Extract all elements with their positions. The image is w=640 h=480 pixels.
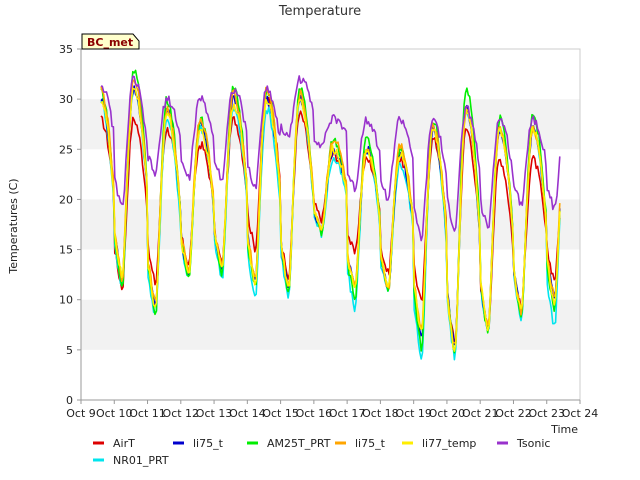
x-tick-label: Oct 16 [296, 407, 333, 420]
grid-band [81, 249, 580, 300]
x-tick-label: Oct 21 [462, 407, 499, 420]
x-tick-label: Oct 19 [395, 407, 432, 420]
y-tick-label: 10 [59, 294, 73, 307]
x-tick-label: Oct 9 [66, 407, 96, 420]
grid-band [81, 299, 580, 350]
grid-band [81, 349, 580, 400]
x-tick-label: Oct 13 [196, 407, 233, 420]
chart-title: Temperature [278, 4, 361, 19]
x-tick-label: Oct 20 [429, 407, 466, 420]
series-line-tsonic [100, 75, 561, 242]
x-tick-label: Oct 12 [163, 407, 200, 420]
station-badge: BC_met [81, 33, 140, 50]
legend: AirT NR01_PRT li75_t AM25T_PRT li75_t li77_te… [93, 437, 550, 467]
y-tick-label: 0 [66, 394, 73, 407]
y-tick-label: 35 [59, 43, 73, 56]
y-tick-label: 25 [59, 143, 73, 156]
x-tick-label: Oct 10 [96, 407, 133, 420]
x-tick-label: Oct 14 [229, 407, 266, 420]
x-tick-label: Oct 15 [262, 407, 299, 420]
series-layer [100, 69, 561, 361]
legend-label: Tsonic [516, 437, 550, 450]
x-tick-label: Oct 11 [129, 407, 166, 420]
x-tick-label: Oct 24 [562, 407, 599, 420]
y-axis-label: Temperatures (C) [7, 178, 20, 274]
plot-bands [81, 49, 580, 400]
legend-label: NR01_PRT [113, 454, 169, 467]
x-tick-label: Oct 18 [362, 407, 399, 420]
legend-label: li75_t [355, 437, 386, 450]
x-axis-label: Time [550, 423, 578, 436]
series-line-li77-temp [100, 87, 561, 352]
y-tick-label: 5 [66, 344, 73, 357]
legend-label: li75_t [193, 437, 224, 450]
x-tick-label: Oct 22 [495, 407, 532, 420]
x-tick-label: Oct 17 [329, 407, 366, 420]
grid-band [81, 49, 580, 100]
legend-label: AM25T_PRT [267, 437, 331, 450]
grid-band [81, 199, 580, 250]
legend-label: li77_temp [422, 437, 476, 450]
station-label: BC_met [87, 36, 133, 49]
y-tick-label: 30 [59, 93, 73, 106]
x-tick-label: Oct 23 [528, 407, 565, 420]
y-tick-label: 20 [59, 193, 73, 206]
legend-label: AirT [113, 437, 135, 450]
y-tick-label: 15 [59, 244, 73, 257]
